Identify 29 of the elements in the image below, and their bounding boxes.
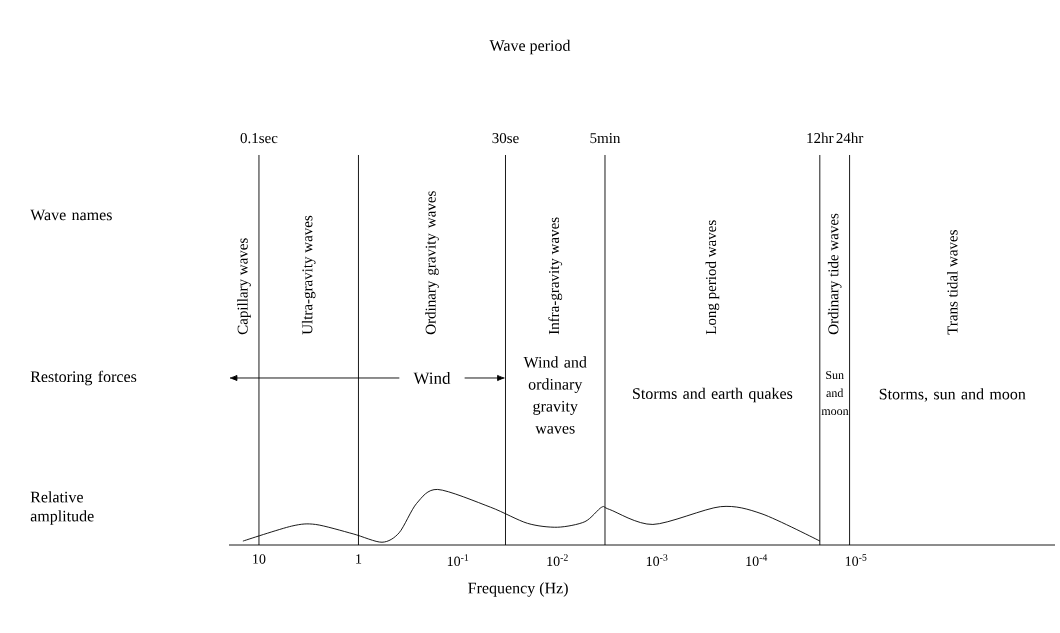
text: Ordinary tide waves <box>827 213 842 335</box>
ref-line-label: 0.1sec <box>240 133 278 144</box>
ref-line-label: 24hr <box>836 132 864 143</box>
text: Sun and moon <box>821 370 849 416</box>
text: Infra-gravity waves <box>548 217 563 335</box>
x-axis-title: Frequency (Hz) <box>468 582 568 597</box>
text: Capillary waves <box>237 238 251 335</box>
x-tick-label: 10$^{-2}$ <box>547 554 568 567</box>
text: Wind and ordinary gravity waves <box>523 356 587 434</box>
text: Storms, sun and moon <box>879 388 1026 402</box>
text: Relative amplitude <box>30 491 94 525</box>
ref-line-label: 30se <box>492 133 519 144</box>
x-tick-label: 10$^{-4}$ <box>746 554 768 567</box>
chart-title: Wave period <box>489 39 571 55</box>
text: Wind <box>413 371 451 385</box>
x-tick-label: 1 <box>356 554 362 564</box>
text: Long period waves <box>705 220 720 335</box>
text: Ordinary gravity waves <box>425 191 439 335</box>
x-tick-label: 10 <box>253 554 266 564</box>
x-tick-label: 10$^{-3}$ <box>646 554 668 567</box>
text: Restoring forces <box>30 370 137 386</box>
ref-line-label: 5min <box>590 133 621 144</box>
text: Ultra-gravity waves <box>301 215 316 335</box>
text: Wave names <box>30 209 112 221</box>
ref-line-label: 12hr <box>807 132 834 143</box>
text: Storms and earth quakes <box>633 387 793 403</box>
x-tick-label: 10$^{-1}$ <box>447 554 469 567</box>
x-tick-label: 10$^{-5}$ <box>845 554 867 566</box>
text: Trans tidal waves <box>947 230 958 335</box>
